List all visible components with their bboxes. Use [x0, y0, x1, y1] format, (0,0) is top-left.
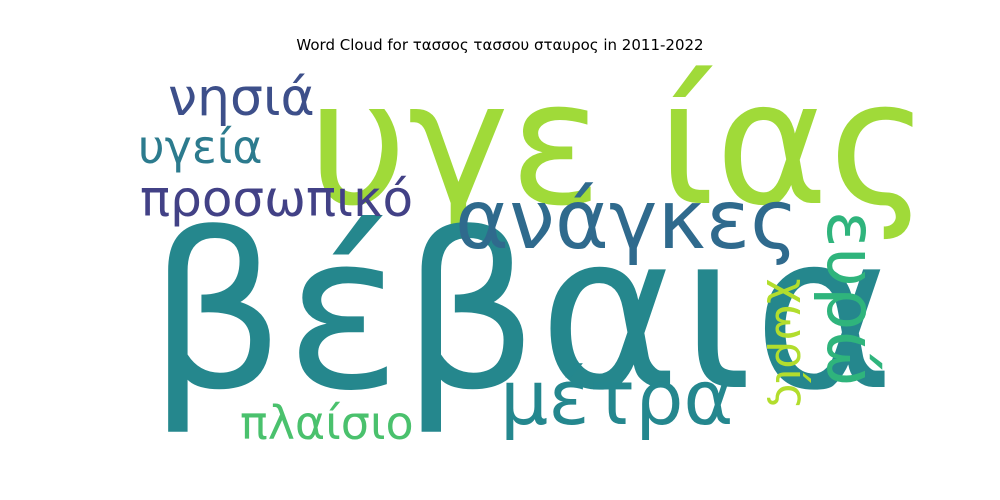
word-plaisio: πλαίσιο	[240, 396, 414, 450]
word-choris: χωρίς	[765, 278, 816, 410]
word-nisia: νησιά	[168, 68, 315, 128]
chart-title: Word Cloud for τασσος τασσου σταυρος in …	[296, 36, 704, 54]
word-anagkes: ανάγκες	[455, 173, 799, 268]
word-evro: ευρώ	[811, 210, 890, 388]
word-ygeia: υγεία	[138, 120, 263, 174]
word-prosopiko: προσωπικό	[140, 170, 414, 228]
word-ygeias: υγε ίας	[308, 43, 930, 244]
word-vevaia: βέβαια	[148, 187, 895, 438]
word-metra: μέτρα	[500, 353, 734, 442]
